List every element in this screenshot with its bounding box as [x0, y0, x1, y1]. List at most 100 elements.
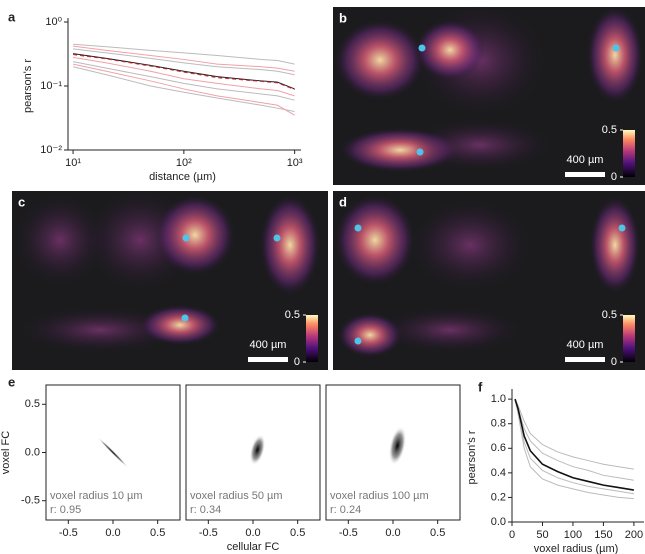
series-line	[514, 398, 634, 470]
x-axis-label: voxel radius (µm)	[534, 543, 619, 554]
scale-bar-label: 400 µm	[567, 339, 604, 351]
y-tick-label: 0.6	[491, 442, 506, 454]
density-cloud	[249, 434, 266, 466]
seed-marker	[354, 337, 362, 345]
scale-bar-label: 400 µm	[250, 339, 287, 351]
y-tick-label: 10⁻²	[40, 144, 62, 156]
activity-region	[415, 20, 485, 80]
activity-region	[410, 200, 530, 290]
colorbar	[623, 130, 635, 177]
series-line	[72, 63, 295, 116]
panel-letter: c	[18, 194, 25, 209]
y-axis-label: pearson's r	[22, 59, 34, 113]
colorbar-tick-label: 0.5	[602, 309, 617, 321]
annotation: r: 0.34	[190, 504, 221, 516]
x-axis-label: distance (µm)	[149, 171, 216, 183]
x-tick-label: -0.5	[339, 527, 358, 539]
y-tick-label: 0.2	[491, 491, 506, 503]
x-tick-label: 200	[625, 529, 643, 541]
activity-region	[335, 195, 415, 285]
colorbar-tick-label: 0.5	[285, 309, 300, 321]
colorbar	[623, 315, 635, 362]
series-line	[514, 399, 634, 495]
activity-region	[380, 308, 520, 352]
series-line	[73, 45, 295, 72]
x-tick-label: 10¹	[65, 157, 81, 169]
colorbar-tick-label: 0	[611, 171, 617, 183]
colorbar	[306, 315, 318, 362]
annotation: voxel radius 10 µm	[50, 490, 143, 502]
activity-region	[20, 308, 180, 352]
seed-marker	[182, 234, 190, 242]
annotation: voxel radius 50 µm	[190, 490, 283, 502]
x-tick-label: -0.5	[59, 527, 78, 539]
y-tick-label: 10⁻¹	[40, 80, 62, 92]
x-tick-label: 0.5	[150, 527, 165, 539]
series-line	[514, 398, 635, 491]
x-tick-label: 0.5	[290, 527, 305, 539]
y-tick-label: 1.0	[491, 393, 506, 405]
x-tick-label: -0.5	[199, 527, 218, 539]
series-line	[73, 43, 295, 65]
series-line	[514, 398, 634, 481]
colorbar-tick-label: 0	[611, 356, 617, 368]
x-tick-label: 10³	[287, 157, 303, 169]
y-tick-label: 0.4	[491, 467, 506, 479]
density-cloud	[97, 436, 129, 469]
seed-marker	[612, 44, 620, 52]
activity-region	[15, 195, 105, 285]
annotation: r: 0.24	[330, 504, 361, 516]
y-tick-label: 0.0	[491, 516, 506, 528]
activity-region	[140, 305, 220, 345]
seed-marker	[181, 314, 189, 322]
series-line	[72, 66, 295, 112]
annotation: r: 0.95	[50, 504, 81, 516]
y-axis-label: voxel FC	[0, 431, 12, 474]
x-tick-label: 50	[536, 529, 548, 541]
series-line	[73, 54, 295, 91]
series-line	[72, 61, 295, 101]
panel-letter: a	[8, 9, 16, 24]
x-axis-label: cellular FC	[227, 541, 280, 553]
x-tick-label: 0.0	[105, 527, 120, 539]
x-tick-label: 0.0	[385, 527, 400, 539]
x-tick-label: 100	[564, 529, 582, 541]
y-tick-label: 0.5	[25, 398, 40, 410]
activity-region	[590, 197, 640, 293]
y-tick-label: 0.8	[491, 418, 506, 430]
activity-region	[155, 195, 235, 275]
activity-region	[335, 20, 425, 100]
seed-marker	[273, 234, 281, 242]
series-line	[514, 399, 634, 500]
x-tick-label: 0.5	[430, 527, 445, 539]
y-tick-label: 0.0	[25, 446, 40, 458]
series-line	[73, 48, 295, 76]
y-tick-label: -0.5	[21, 495, 40, 507]
panel-letter: e	[8, 374, 15, 389]
activity-region	[587, 7, 643, 103]
y-tick-label: 10⁰	[45, 16, 62, 28]
panel-letter: b	[339, 10, 347, 25]
x-tick-label: 10²	[176, 157, 192, 169]
x-tick-label: 150	[594, 529, 612, 541]
scale-bar	[565, 357, 605, 362]
series-line	[72, 56, 295, 97]
activity-region	[260, 195, 320, 295]
activity-region	[410, 120, 550, 170]
x-tick-label: 0.0	[245, 527, 260, 539]
seed-marker	[618, 224, 626, 232]
seed-marker	[416, 148, 424, 156]
y-axis-label: pearson's r	[466, 430, 478, 484]
density-cloud	[388, 426, 407, 466]
series-line	[72, 53, 295, 90]
panel-letter: d	[339, 194, 347, 209]
colorbar-tick-label: 0	[294, 356, 300, 368]
panel-letter: f	[478, 379, 483, 394]
seed-marker	[418, 44, 426, 52]
x-tick-label: 0	[509, 529, 515, 541]
scale-bar-label: 400 µm	[567, 154, 604, 166]
colorbar-tick-label: 0.5	[602, 124, 617, 136]
scale-bar	[565, 172, 605, 177]
scale-bar	[248, 357, 288, 362]
